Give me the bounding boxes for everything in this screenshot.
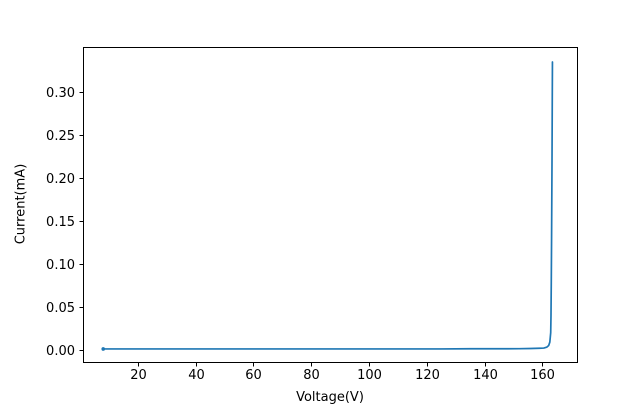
x-tick-label: 120	[415, 368, 440, 383]
data-series-line	[102, 61, 554, 350]
y-tick-label: 0.30	[46, 86, 75, 101]
y-tick-label: 0.00	[46, 344, 75, 359]
x-tick-label: 160	[530, 368, 555, 383]
x-tick-label: 40	[188, 368, 205, 383]
y-tick-label: 0.10	[46, 258, 75, 273]
x-tick-label: 80	[303, 368, 320, 383]
y-tick-label: 0.05	[46, 301, 75, 316]
y-tick-label: 0.15	[46, 215, 75, 230]
plot-border	[83, 47, 578, 363]
x-axis-label: Voltage(V)	[296, 390, 364, 405]
x-tick-label: 60	[245, 368, 262, 383]
y-tick-label: 0.20	[46, 172, 75, 187]
data-point-marker	[101, 347, 106, 351]
y-tick-label: 0.25	[46, 129, 75, 144]
y-axis-label: Current(mA)	[13, 163, 29, 245]
x-tick-label: 140	[473, 368, 498, 383]
x-tick-label: 20	[130, 368, 147, 383]
x-tick-label: 100	[357, 368, 382, 383]
